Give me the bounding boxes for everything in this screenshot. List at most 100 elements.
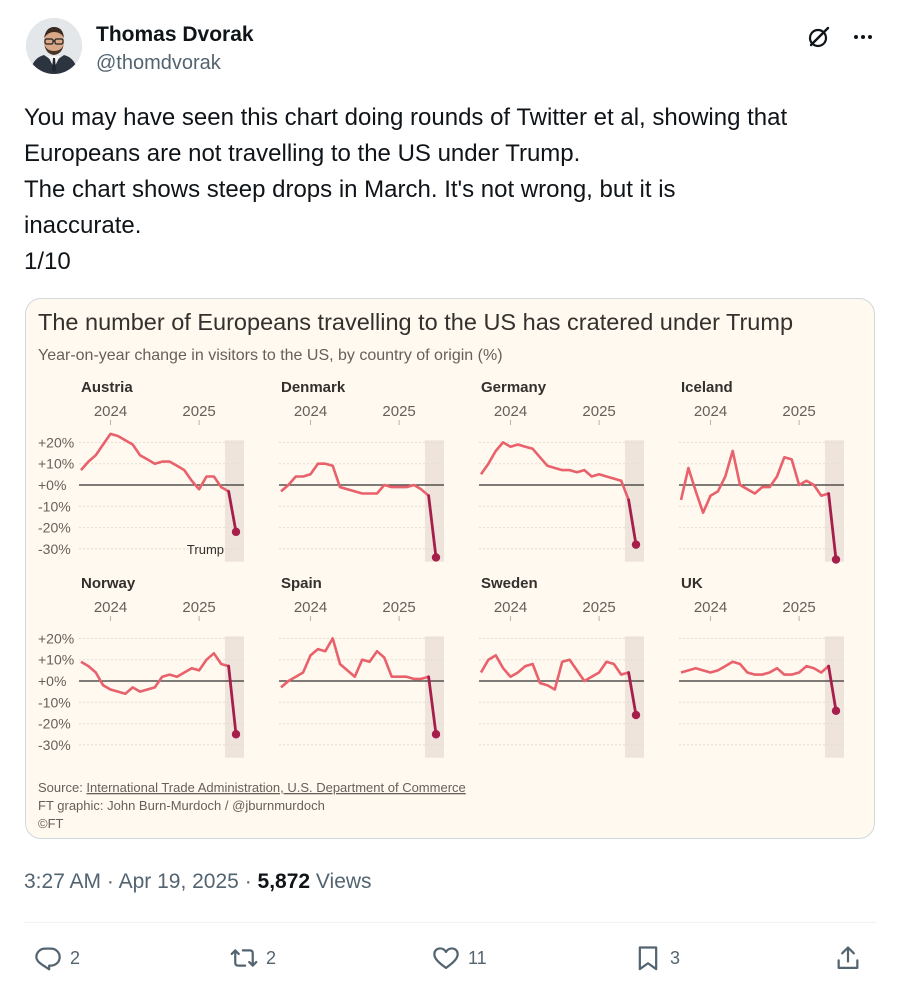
panel-label-austria: Austria bbox=[81, 379, 133, 396]
series-line-norway bbox=[80, 651, 229, 696]
chart-copyright: ©FT bbox=[38, 816, 64, 831]
trump-segment bbox=[427, 675, 438, 736]
series-line-denmark bbox=[280, 462, 430, 497]
tweet-header: Thomas Dvorak @thomdvorak bbox=[26, 18, 876, 82]
repost-button[interactable]: 2 bbox=[230, 938, 276, 978]
end-point bbox=[231, 527, 241, 537]
y-tick-label: +20% bbox=[38, 630, 74, 646]
source-prefix: Source: bbox=[38, 780, 86, 795]
x-tick-label: 2024 bbox=[94, 403, 127, 420]
like-button[interactable]: 11 bbox=[432, 938, 487, 978]
x-tick-label: 2024 bbox=[694, 403, 727, 420]
series-line-germany bbox=[479, 441, 630, 501]
small-multiples: Austria 2024 2025 +20% +10% +0% -10% -20% -30% Tr… bbox=[38, 379, 844, 758]
x-tick-label: 2025 bbox=[582, 599, 615, 616]
trump-segment bbox=[227, 664, 238, 736]
tweet-text: You may have seen this chart doing round… bbox=[24, 100, 874, 280]
panel-label-spain: Spain bbox=[281, 575, 322, 592]
trump-segment bbox=[827, 664, 838, 713]
chart-source: Source: International Trade Administrati… bbox=[38, 780, 466, 795]
end-point bbox=[831, 706, 841, 716]
trump-segment bbox=[227, 489, 238, 534]
y-tick-label: +0% bbox=[38, 673, 66, 689]
tweet-line: 1/10 bbox=[24, 248, 71, 275]
trump-period-band bbox=[624, 636, 644, 758]
trump-period-band bbox=[624, 440, 644, 562]
x-tick-label: 2025 bbox=[182, 403, 215, 420]
series-line-uk bbox=[680, 660, 830, 676]
series-line-spain bbox=[280, 637, 429, 689]
tweet-line: inaccurate. bbox=[24, 212, 142, 239]
share-button[interactable] bbox=[834, 938, 862, 978]
tweet-date[interactable]: Apr 19, 2025 bbox=[118, 870, 239, 893]
grok-icon[interactable] bbox=[806, 24, 832, 50]
x-tick-label: 2025 bbox=[182, 599, 215, 616]
x-tick-label: 2025 bbox=[382, 403, 415, 420]
y-tick-label: -20% bbox=[38, 520, 71, 536]
divider bbox=[24, 922, 876, 923]
x-tick-label: 2024 bbox=[694, 599, 727, 616]
y-tick-label: -20% bbox=[38, 716, 71, 732]
end-point bbox=[231, 730, 241, 739]
y-tick-label: +10% bbox=[38, 652, 74, 668]
bookmark-icon bbox=[638, 946, 658, 971]
trump-segment bbox=[627, 671, 638, 717]
like-count: 11 bbox=[468, 947, 487, 968]
avatar[interactable] bbox=[26, 18, 82, 74]
y-tick-label: +20% bbox=[38, 434, 74, 450]
trump-period-band bbox=[824, 440, 844, 562]
trump-period-band bbox=[424, 636, 444, 758]
more-icon[interactable] bbox=[850, 24, 876, 50]
bookmark-count: 3 bbox=[670, 947, 681, 968]
meta-separator: · bbox=[244, 870, 258, 893]
y-tick-label: +10% bbox=[38, 456, 74, 472]
views-count: 5,872 bbox=[257, 870, 311, 893]
tweet-meta: 3:27 AM · Apr 19, 2025 · 5,872 Views bbox=[24, 868, 372, 896]
chart: The number of Europeans travelling to th… bbox=[38, 309, 844, 831]
views-label: Views bbox=[315, 870, 372, 893]
reply-count: 2 bbox=[70, 947, 81, 968]
series-line-iceland bbox=[679, 449, 829, 514]
tweet-media-chart[interactable]: The number of Europeans travelling to th… bbox=[25, 298, 875, 839]
y-tick-label: -10% bbox=[38, 498, 71, 514]
end-point bbox=[631, 710, 641, 720]
y-tick-label: -10% bbox=[38, 694, 71, 710]
end-point bbox=[431, 553, 441, 562]
y-tick-label: -30% bbox=[38, 737, 71, 753]
x-tick-label: 2024 bbox=[494, 403, 527, 420]
series-line-sweden bbox=[479, 654, 629, 691]
x-tick-label: 2025 bbox=[382, 599, 415, 616]
panel-label-germany: Germany bbox=[481, 379, 547, 396]
chart-subtitle: Year-on-year change in visitors to the U… bbox=[38, 347, 503, 364]
source-link: International Trade Administration, U.S.… bbox=[86, 780, 465, 795]
like-icon bbox=[433, 947, 459, 970]
reply-icon bbox=[35, 947, 61, 971]
meta-separator: · bbox=[106, 870, 119, 893]
chart-credit: FT graphic: John Burn-Murdoch / @jburnmu… bbox=[38, 798, 325, 813]
trump-segment bbox=[627, 498, 638, 547]
action-bar: 2 2 11 3 bbox=[24, 938, 876, 978]
panel-label-denmark: Denmark bbox=[281, 379, 346, 396]
reply-button[interactable]: 2 bbox=[34, 938, 80, 978]
y-tick-label: +0% bbox=[38, 477, 66, 493]
end-point bbox=[631, 540, 641, 549]
x-tick-label: 2025 bbox=[782, 403, 815, 420]
display-name[interactable]: Thomas Dvorak bbox=[96, 23, 254, 46]
top-icons bbox=[806, 24, 876, 50]
repost-count: 2 bbox=[266, 947, 277, 968]
repost-icon bbox=[230, 949, 258, 967]
trump-annotation: Trump bbox=[187, 542, 224, 557]
chart-title: The number of Europeans travelling to th… bbox=[38, 309, 793, 335]
end-point bbox=[831, 555, 841, 564]
trump-period-band bbox=[224, 636, 244, 758]
tweet-line: The chart shows steep drops in March. It… bbox=[24, 176, 676, 203]
trump-segment bbox=[427, 494, 438, 559]
tweet-line: Europeans are not travelling to the US u… bbox=[24, 140, 581, 167]
author-names: Thomas Dvorak @thomdvorak bbox=[96, 22, 254, 76]
bookmark-button[interactable]: 3 bbox=[634, 938, 680, 978]
panel-label-iceland: Iceland bbox=[681, 379, 733, 396]
y-tick-label: -30% bbox=[38, 541, 71, 557]
panel-label-norway: Norway bbox=[81, 575, 136, 592]
handle[interactable]: @thomdvorak bbox=[96, 52, 221, 74]
tweet-time[interactable]: 3:27 AM bbox=[24, 870, 102, 893]
